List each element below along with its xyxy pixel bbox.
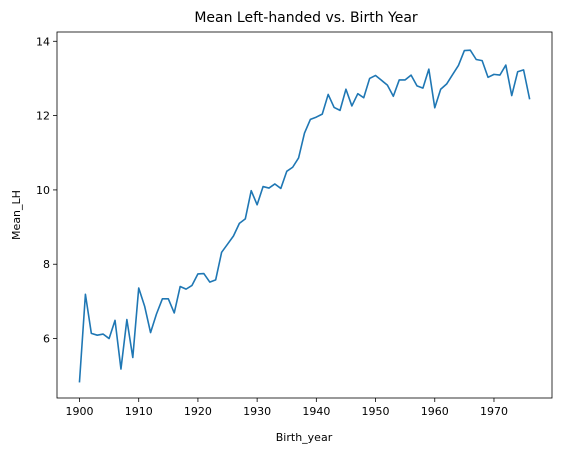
x-tick-label: 1970 (480, 405, 508, 418)
y-axis-label: Mean_LH (10, 190, 23, 240)
x-tick-label: 1910 (125, 405, 153, 418)
y-tick-label: 10 (36, 184, 50, 197)
x-tick-label: 1960 (421, 405, 449, 418)
x-tick-label: 1900 (66, 405, 94, 418)
y-axis: 6 8 10 12 14 (36, 35, 57, 346)
plot-frame (56, 31, 553, 399)
x-axis: 1900 1910 1920 1930 1940 1950 1960 1970 (66, 398, 508, 418)
x-axis-label: Birth_year (276, 431, 333, 444)
y-tick-label: 6 (43, 333, 50, 346)
plot-area: 1900 1910 1920 1930 1940 1950 1960 1970 6 8 10 12 1… (36, 31, 553, 418)
x-tick-label: 1950 (362, 405, 390, 418)
x-tick-label: 1920 (184, 405, 212, 418)
series-line (78, 49, 531, 383)
y-tick-label: 8 (43, 258, 50, 271)
y-tick-label: 14 (36, 35, 50, 48)
x-tick-label: 1940 (302, 405, 330, 418)
chart-title: Mean Left-handed vs. Birth Year (194, 10, 418, 26)
x-tick-label: 1930 (243, 405, 271, 418)
y-tick-label: 12 (36, 110, 50, 123)
series-group (78, 49, 531, 383)
